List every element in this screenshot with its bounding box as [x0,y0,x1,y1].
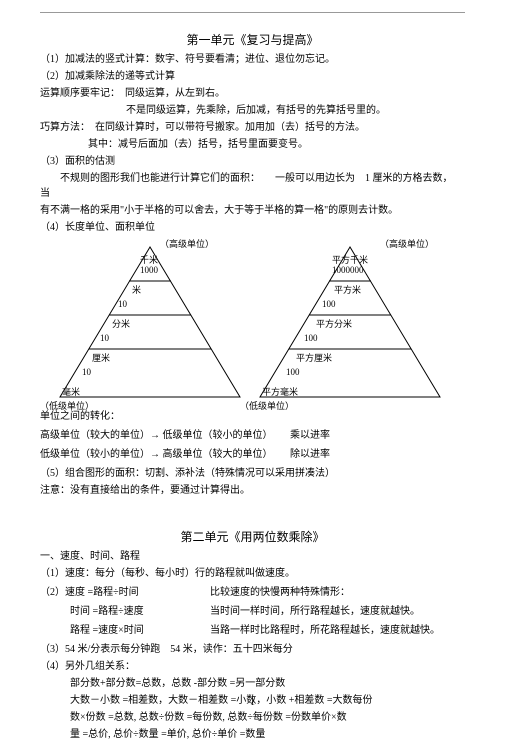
u1-line: 运算顺序要牢记： 同级运算，从左到右。 [40,86,465,101]
page-number: 1 [0,697,505,708]
u1-line: 注意：没有直接给出的条件，要通过计算得出。 [40,483,465,498]
label: 1000000 [332,265,364,275]
label: 100 [286,367,300,377]
label: 平方毫米 [262,385,298,398]
label: 100 [322,299,336,309]
label: 分米 [112,317,130,330]
label: 10 [82,367,91,377]
label: 100 [304,333,318,343]
u2-line: 一、速度、时间、路程 [40,549,465,564]
u1-line: 不规则的图形我们也能进行计算它们的面积： 一般可以用边长为 1 厘米的方格去数，… [40,171,465,201]
u1-line: 乘以进率 [290,428,465,443]
u1-line: （4）长度单位、面积单位 [40,220,465,235]
label: 平方厘米 [296,351,332,364]
label: 平方米 [334,283,361,296]
u2-line: 当路一样时比路程时，所花路程越长，速度就越快。 [210,623,465,638]
unit2-title: 第二单元《用两位数乘除》 [40,528,465,545]
conv-row: 高级单位（较大的单位）→ 低级单位（较小的单位） 乘以进率 [40,426,465,445]
u2-row: 路程 =速度×时间 当路一样时比路程时，所花路程越长，速度就越快。 [40,621,465,640]
label: 厘米 [92,351,110,364]
u2-line: （3）54 米/分表示每分钟跑 54 米，读作：五十四米每分 [40,642,465,657]
u2-line: 量 =总价, 总价÷数量 =单价, 总价÷单价 =数量 [40,727,465,742]
unit1-title: 第一单元《复习与提高》 [40,31,465,48]
u1-line: 不是同级运算，先乘除，后加减，有括号的先算括号里的。 [40,103,465,118]
spacer [40,500,465,524]
u2-line: 当时间一样时间，所行路程越长，速度就越快。 [210,604,465,619]
conv-row: 低级单位（较小的单位）→ 高级单位（较大的单位） 除以进率 [40,445,465,464]
u1-line: （5）组合图形的面积：切割、添补法（特殊情况可以采用拼凑法） [40,466,465,481]
diagram-svg [40,237,460,407]
u2-line: 比较速度的快慢两种特殊情形： [210,585,465,600]
label: （高级单位） [380,237,434,250]
label: （高级单位） [160,237,214,250]
page-rule [40,12,465,13]
u2-line: 时间 =路程÷速度 [40,604,210,619]
u1-line: 低级单位（较小的单位）→ 高级单位（较大的单位） [40,447,290,462]
u2-line: 数×份数 =总数, 总数÷份数 =每份数, 总数÷每份数 =份数单价×数 [40,710,465,725]
label: 1000 [140,265,158,275]
u2-row: 时间 =路程÷速度 当时间一样时间，所行路程越长，速度就越快。 [40,602,465,621]
label: 10 [100,333,109,343]
u2-line: （1）速度：每分（每秒、每小时）行的路程就叫做速度。 [40,566,465,581]
label: 米 [132,283,141,296]
label: （低级单位） [240,399,294,412]
page: 第一单元《复习与提高》 （1）加减法的竖式计算：数字、符号要看清；进位、退位勿忘… [0,0,505,714]
u1-line: （3）面积的估测 [40,154,465,169]
label: 毫米 [62,385,80,398]
u1-line: 除以进率 [290,447,465,462]
u1-line: （2）加减乘除法的递等式计算 [40,69,465,84]
u1-line: 有不满一格的采用"小于半格的可以舍去，大于等于半格的算一格"的原则去计数。 [40,203,465,218]
u1-line: 巧算方法： 在同级计算时，可以带符号搬家。加用加（去）括号的方法。 [40,120,465,135]
label: 平方分米 [316,317,352,330]
u2-line: （4）另外几组关系： [40,659,465,674]
label: 10 [118,299,127,309]
u2-line: （2）速度 =路程÷时间 [40,585,210,600]
u1-line: 其中：减号后面加（去）括号，括号里面要变号。 [40,137,465,152]
u2-row: （2）速度 =路程÷时间 比较速度的快慢两种特殊情形： [40,583,465,602]
label: （低级单位） [40,399,94,412]
u1-line: 高级单位（较大的单位）→ 低级单位（较小的单位） [40,428,290,443]
u2-line: 部分数+部分数=总数，总数 -部分数 =另一部分数 [40,676,465,691]
unit-conversion-diagram: （高级单位） 千米 1000 米 10 分米 10 厘米 10 毫米 （低级单位… [40,237,460,407]
u2-line: 路程 =速度×时间 [40,623,210,638]
u1-line: （1）加减法的竖式计算：数字、符号要看清；进位、退位勿忘记。 [40,52,465,67]
